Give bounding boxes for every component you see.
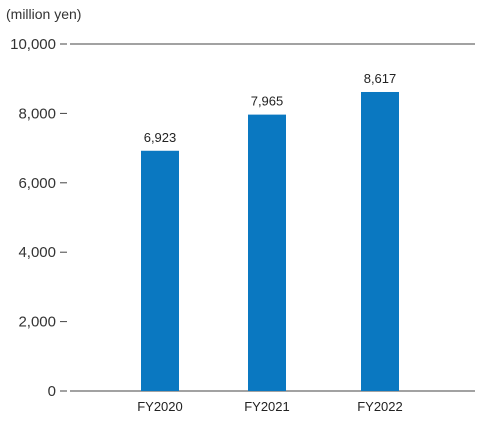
bar-value-label: 7,965 xyxy=(251,94,284,109)
y-axis-unit-label: (million yen) xyxy=(6,6,82,22)
bar xyxy=(248,114,286,391)
bar-value-label: 8,617 xyxy=(364,71,397,86)
bar xyxy=(141,150,179,391)
y-tick-label: 0 xyxy=(48,383,56,400)
y-tick-label: 8,000 xyxy=(18,105,56,122)
y-tick-label: 10,000 xyxy=(10,36,56,53)
y-tick-label: 4,000 xyxy=(18,244,56,261)
x-category-label: FY2022 xyxy=(357,399,403,414)
y-tick-label: 6,000 xyxy=(18,175,56,192)
x-category-label: FY2021 xyxy=(244,399,290,414)
bar-value-label: 6,923 xyxy=(144,130,177,145)
y-tick-label: 2,000 xyxy=(18,314,56,331)
x-category-label: FY2020 xyxy=(137,399,183,414)
bar xyxy=(361,91,399,391)
